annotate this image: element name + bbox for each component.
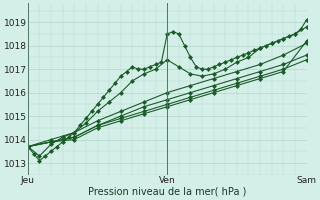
X-axis label: Pression niveau de la mer( hPa ): Pression niveau de la mer( hPa ) — [88, 187, 246, 197]
